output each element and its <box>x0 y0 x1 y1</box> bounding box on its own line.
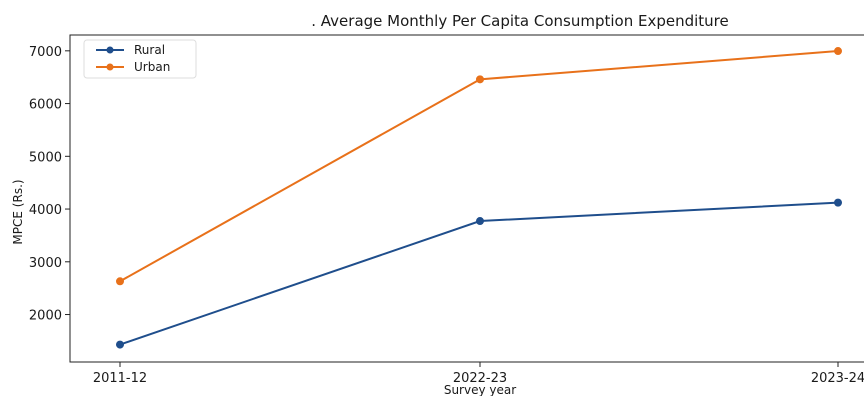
legend-label-urban: Urban <box>134 60 170 74</box>
legend-marker-rural <box>106 46 114 54</box>
y-tick-label: 6000 <box>29 98 62 113</box>
x-tick-label: 2022-23 <box>453 371 507 386</box>
chart-title: . Average Monthly Per Capita Consumption… <box>311 12 728 30</box>
data-point-urban <box>834 47 842 56</box>
plot-frame <box>69 34 864 363</box>
legend: Rural Urban <box>83 39 197 79</box>
legend-marker-urban <box>106 63 114 71</box>
y-axis-label: MPCE (Rs.) <box>11 179 25 244</box>
legend-label-rural: Rural <box>134 43 165 57</box>
y-tick-label: 3000 <box>29 256 62 271</box>
series-line-urban <box>119 50 839 283</box>
y-tick-label: 4000 <box>29 203 62 218</box>
data-point-rural <box>116 340 124 349</box>
data-point-rural <box>476 217 484 226</box>
series-layer <box>116 47 842 349</box>
y-tick-label: 2000 <box>29 309 62 324</box>
x-tick-label: 2023-24 <box>811 371 864 386</box>
y-tick-label: 5000 <box>29 150 62 165</box>
data-point-urban <box>476 75 484 84</box>
data-point-urban <box>116 277 124 286</box>
data-point-rural <box>834 198 842 207</box>
x-axis: 2011-12 2022-23 2023-24 <box>93 362 864 386</box>
x-axis-label: Survey year <box>444 383 516 396</box>
y-axis: 2000 3000 4000 5000 6000 7000 <box>29 45 70 324</box>
x-tick-label: 2011-12 <box>93 371 147 386</box>
y-tick-label: 7000 <box>29 45 62 60</box>
